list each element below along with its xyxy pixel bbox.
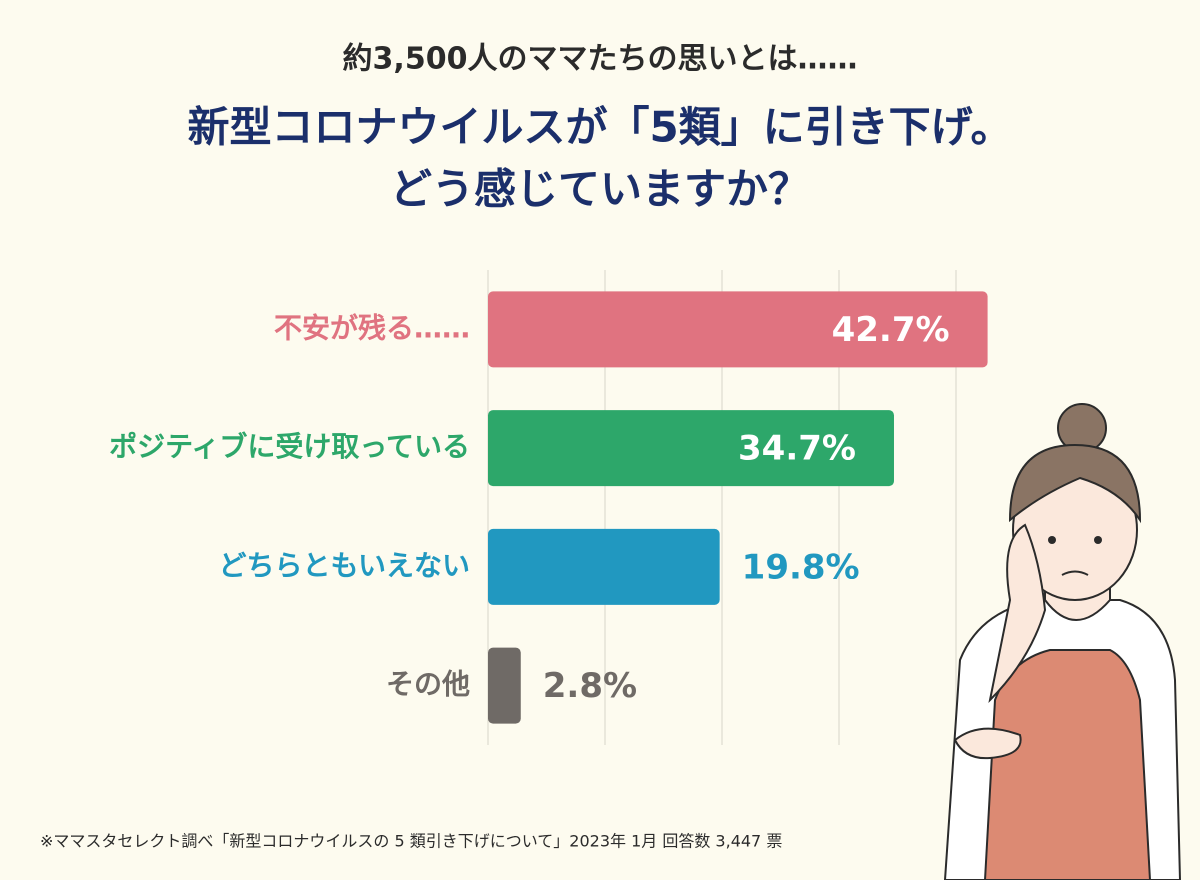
- category-label: どちらともいえない: [219, 549, 470, 582]
- illustration: [943, 403, 1182, 880]
- plot: 不安が残る…… 42.7% ポジティブに受け取っている 34.7% どちらともいえない 1…: [109, 270, 988, 745]
- value-label: 19.8%: [742, 547, 860, 587]
- category-label: 不安が残る……: [274, 311, 470, 344]
- bar: [488, 528, 720, 605]
- bar: [488, 647, 521, 724]
- chart-subtitle: 約3,500人のママたちの思いとは……: [343, 42, 858, 77]
- footnote: ※ママスタセレクト調べ「新型コロナウイルスの 5 類引き下げについて」2023年…: [40, 832, 782, 851]
- value-label: 42.7%: [832, 310, 950, 350]
- value-label: 2.8%: [543, 666, 637, 706]
- category-label: ポジティブに受け取っている: [109, 430, 470, 463]
- bar: [488, 291, 988, 368]
- chart-title: どう感じていますか？: [390, 165, 810, 214]
- value-label: 34.7%: [738, 429, 856, 469]
- chart-title: 新型コロナウイルスが「5類」に引き下げ。: [187, 103, 1012, 152]
- bar: [488, 410, 894, 487]
- category-label: その他: [386, 668, 470, 701]
